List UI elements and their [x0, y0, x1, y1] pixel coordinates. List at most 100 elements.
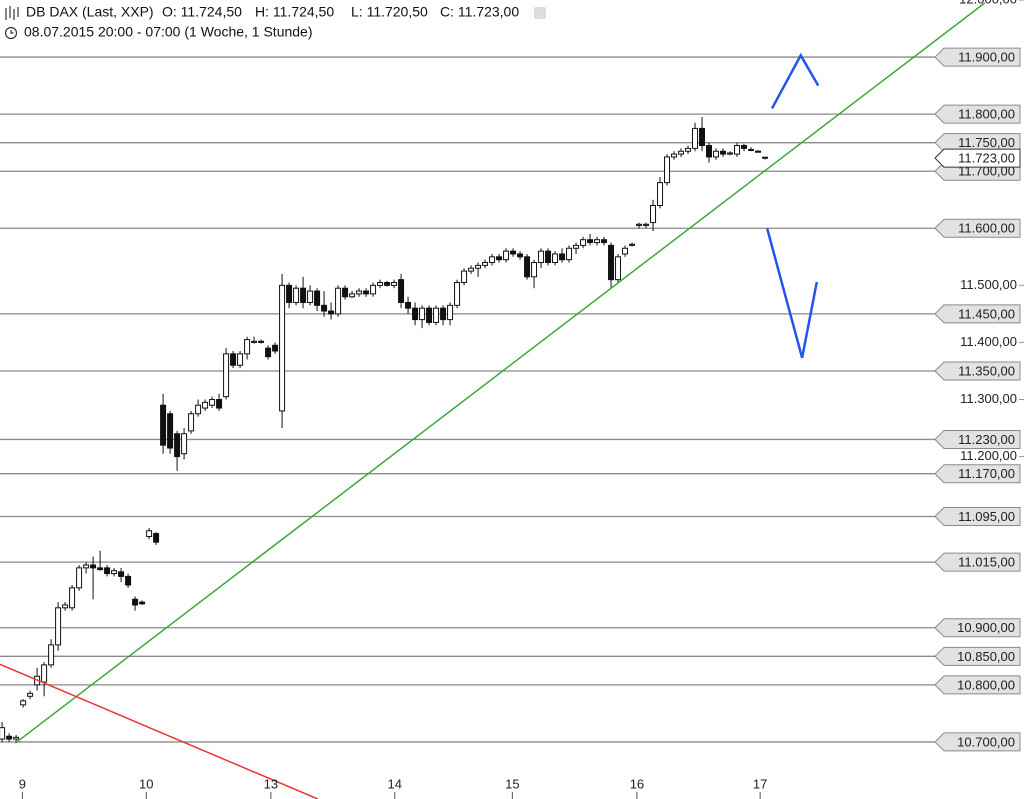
candle-body: [440, 307, 447, 321]
candle-body: [629, 243, 636, 246]
candle-body: [237, 353, 244, 366]
candle-body: [300, 287, 307, 303]
candle-body: [244, 339, 251, 355]
candle-body: [265, 347, 272, 358]
x-tick-label: 10: [139, 776, 153, 791]
candle-body: [272, 344, 279, 352]
candle-body: [489, 256, 496, 264]
level-label: 10.850,00: [957, 649, 1015, 664]
trend-line: [770, 52, 820, 110]
x-tick-label: 17: [753, 776, 767, 791]
candle-body: [230, 353, 237, 366]
candle-body: [755, 150, 762, 153]
level-tag: [934, 361, 1021, 381]
candle-body: [433, 307, 440, 323]
candle-body: [678, 150, 685, 155]
candle-body: [167, 413, 174, 449]
candle-body: [13, 736, 20, 740]
layer-tags: 12.000,00 11.500,00 11.400,00 11.300,00 11.2…: [19, 0, 1024, 799]
candle-body: [363, 290, 370, 295]
candle-body: [314, 290, 321, 306]
y-tick-label: 11.200,00: [960, 448, 1017, 463]
trend-line: [14, 2, 986, 744]
candle-body: [195, 404, 202, 415]
level-tag: [934, 618, 1021, 638]
level-label: 11.350,00: [958, 363, 1015, 378]
candle-body: [636, 223, 643, 226]
header: DB DAX (Last, XXP) O: 11.724,50 H: 11.72…: [0, 2, 546, 42]
candle-body: [139, 601, 146, 605]
candle-body: [720, 150, 727, 155]
candle-body: [111, 570, 118, 575]
y-tick-label: 11.500,00: [960, 277, 1017, 292]
level-label: 11.095,00: [958, 509, 1015, 524]
candle-body: [356, 290, 363, 295]
candle-body: [461, 270, 468, 284]
candle-body: [349, 293, 356, 298]
level-tag: [934, 104, 1021, 124]
level-label: 11.600,00: [958, 221, 1015, 236]
level-tag: [934, 552, 1021, 572]
candle-body: [125, 575, 132, 586]
level-tag: [934, 47, 1021, 67]
candle-body: [566, 247, 573, 261]
layer-candles: [0, 116, 769, 742]
candle-body: [510, 250, 517, 255]
candle-body: [398, 279, 405, 303]
trend-line: [0, 663, 319, 799]
candle-body: [762, 156, 769, 159]
candle-body: [475, 264, 482, 269]
candle-body: [643, 223, 650, 226]
level-tag: [934, 732, 1021, 752]
candle-body: [559, 253, 566, 261]
candle-body: [279, 284, 286, 412]
candle-body: [454, 282, 461, 306]
candle-body: [741, 145, 748, 149]
candle-body: [104, 567, 111, 575]
candle-body: [328, 310, 335, 315]
candle-body: [6, 735, 13, 740]
trend-line: [765, 227, 819, 359]
y-tick-label: 12.000,00: [959, 0, 1017, 6]
candle-body: [622, 247, 629, 255]
candle-body: [97, 567, 104, 571]
chart-title: DB DAX (Last, XXP): [26, 4, 154, 20]
candle-body: [580, 239, 587, 246]
layer-lines: [0, 56, 935, 743]
candle-body: [188, 413, 195, 432]
candle-body: [293, 287, 300, 303]
candle-body: [342, 287, 349, 298]
current-price-tag: [934, 148, 1021, 168]
x-tick-label: 9: [19, 776, 26, 791]
level-label: 11.750,00: [958, 135, 1015, 150]
candle-body: [69, 587, 76, 609]
candle-body: [181, 433, 188, 455]
clock-icon: [4, 26, 18, 40]
candle-body: [90, 564, 97, 569]
info-open: O: 11.724,50: [162, 4, 242, 20]
candle-body: [146, 530, 153, 537]
level-label: 11.015,00: [958, 555, 1015, 570]
symbol-icon: [5, 6, 19, 20]
candle-body: [174, 433, 181, 458]
candle-body: [377, 282, 384, 286]
x-tick-label: 14: [388, 776, 402, 791]
candle-body: [258, 340, 265, 343]
level-label: 11.170,00: [958, 466, 1015, 481]
level-tag: [934, 506, 1021, 526]
level-label: 11.800,00: [958, 107, 1015, 122]
candle-body: [76, 567, 83, 589]
candle-body: [132, 598, 139, 606]
candle-body: [41, 664, 48, 683]
candle-body: [370, 284, 377, 295]
current-price-label: 11.723,00: [958, 151, 1015, 166]
candle-body: [391, 282, 398, 286]
candle-body: [713, 150, 720, 158]
settings-icon[interactable]: [534, 7, 546, 19]
candle-body: [531, 262, 538, 278]
level-label: 11.900,00: [958, 50, 1015, 65]
candle-body: [538, 250, 545, 264]
candle-body: [412, 307, 419, 321]
candle-body: [699, 127, 706, 147]
